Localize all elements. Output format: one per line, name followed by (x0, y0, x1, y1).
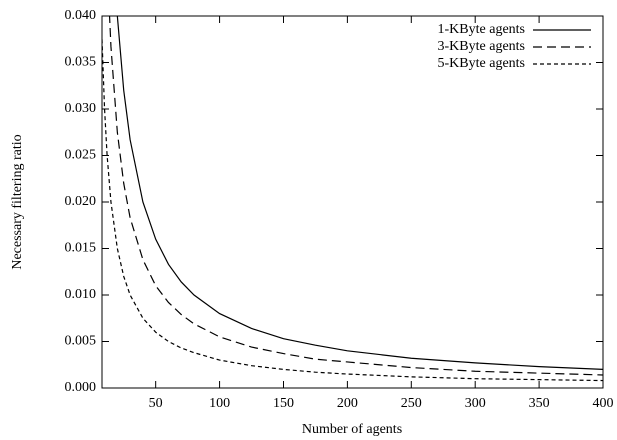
x-tick-label: 350 (529, 396, 550, 411)
y-tick-label: 0.005 (65, 334, 97, 349)
y-tick-label: 0.000 (65, 380, 97, 395)
y-tick-label: 0.030 (65, 101, 97, 116)
legend-label: 5-KByte agents (438, 56, 525, 71)
y-tick-label: 0.015 (65, 241, 97, 256)
x-tick-label: 300 (465, 396, 486, 411)
legend-label: 3-KByte agents (438, 39, 525, 54)
series-line (116, 16, 603, 370)
y-tick-label: 0.020 (65, 194, 97, 209)
plot-area (102, 16, 603, 382)
x-tick-label: 150 (273, 396, 294, 411)
y-tick-label: 0.035 (65, 55, 97, 70)
x-tick-label: 100 (209, 396, 230, 411)
legend-label: 1-KByte agents (438, 22, 525, 37)
y-tick-label: 0.010 (65, 287, 97, 302)
y-axis-label: Necessary filtering ratio (10, 134, 25, 269)
plot-frame (101, 15, 604, 389)
x-tick-label: 200 (337, 396, 358, 411)
x-tick-label: 50 (149, 396, 163, 411)
series-line (108, 16, 603, 376)
x-axis-label: Number of agents (302, 422, 402, 437)
y-tick-label: 0.025 (65, 148, 97, 163)
x-tick-label: 250 (401, 396, 422, 411)
y-tick-label: 0.040 (65, 8, 97, 23)
series-line (102, 39, 603, 382)
x-tick-label: 400 (593, 396, 614, 411)
